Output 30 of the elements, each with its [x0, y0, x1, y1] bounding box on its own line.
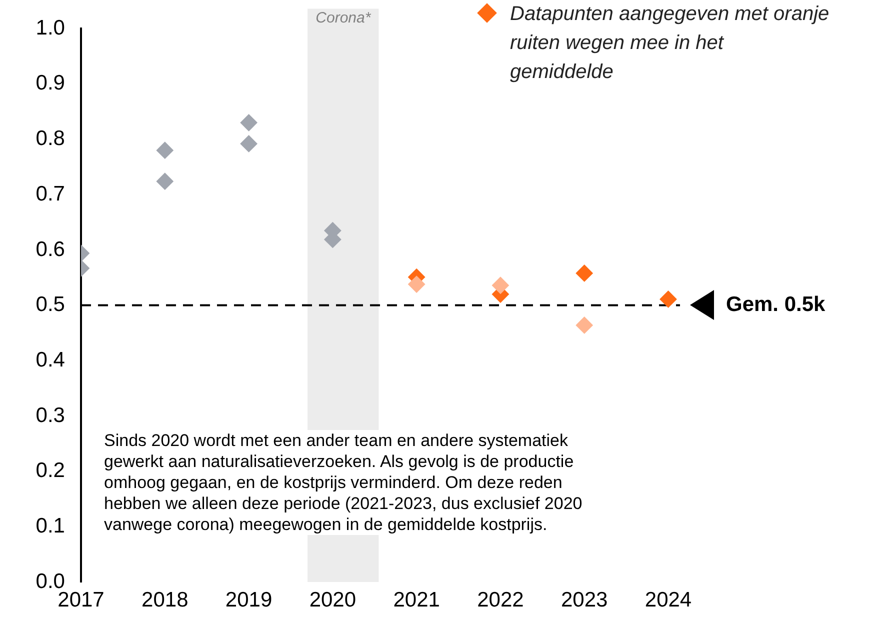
- point: [240, 135, 258, 152]
- point: [408, 276, 426, 293]
- y-tick-label: 0.7: [36, 182, 65, 206]
- point: [156, 172, 174, 190]
- x-tick-label: 2023: [561, 588, 608, 612]
- band-label: Corona*: [316, 9, 372, 26]
- x-tick-label: 2021: [393, 588, 440, 612]
- point: [240, 114, 258, 132]
- y-tick-label: 0.5: [36, 293, 65, 316]
- point: [660, 290, 677, 308]
- y-tick-label: 0.9: [36, 72, 65, 95]
- point: [576, 264, 593, 282]
- legend-label: Datapunten aangegeven met oranje ruiten wegen mee in het gemiddelde: [510, 2, 830, 85]
- x-tick-label: 2024: [644, 588, 692, 612]
- point: [156, 142, 174, 159]
- y-tick-label: 0.2: [36, 459, 65, 482]
- y-tick-label: 1.0: [36, 16, 65, 40]
- annotation: Sinds 2020 wordt met een ander team en andere systematiek gewerkt aan naturalisatieverzoeken. Als gevolg is de productie omhoog gegaan, en de kostprijs verminderd. Om deze reden hebben we alleen deze periode (2021-2023, dus exclusief 2020 vanwege corona) meegewogen in de gemiddelde kostprijs.: [104, 430, 589, 535]
- x-tick-label: 2020: [309, 588, 356, 612]
- x-tick-label: 2022: [477, 588, 524, 612]
- point: [576, 316, 593, 334]
- point: [492, 276, 509, 294]
- x-tick-label: 2018: [142, 588, 188, 612]
- y-tick-label: 0.8: [36, 127, 65, 150]
- y-tick-label: 0.4: [36, 348, 66, 372]
- y-tick-label: 0.3: [36, 404, 65, 427]
- x-tick-label: 2019: [225, 588, 272, 612]
- ref-line-label: Gem. 0.5k: [726, 293, 826, 316]
- y-tick-label: 0.6: [36, 238, 65, 261]
- y-tick-label: 0.1: [36, 514, 65, 538]
